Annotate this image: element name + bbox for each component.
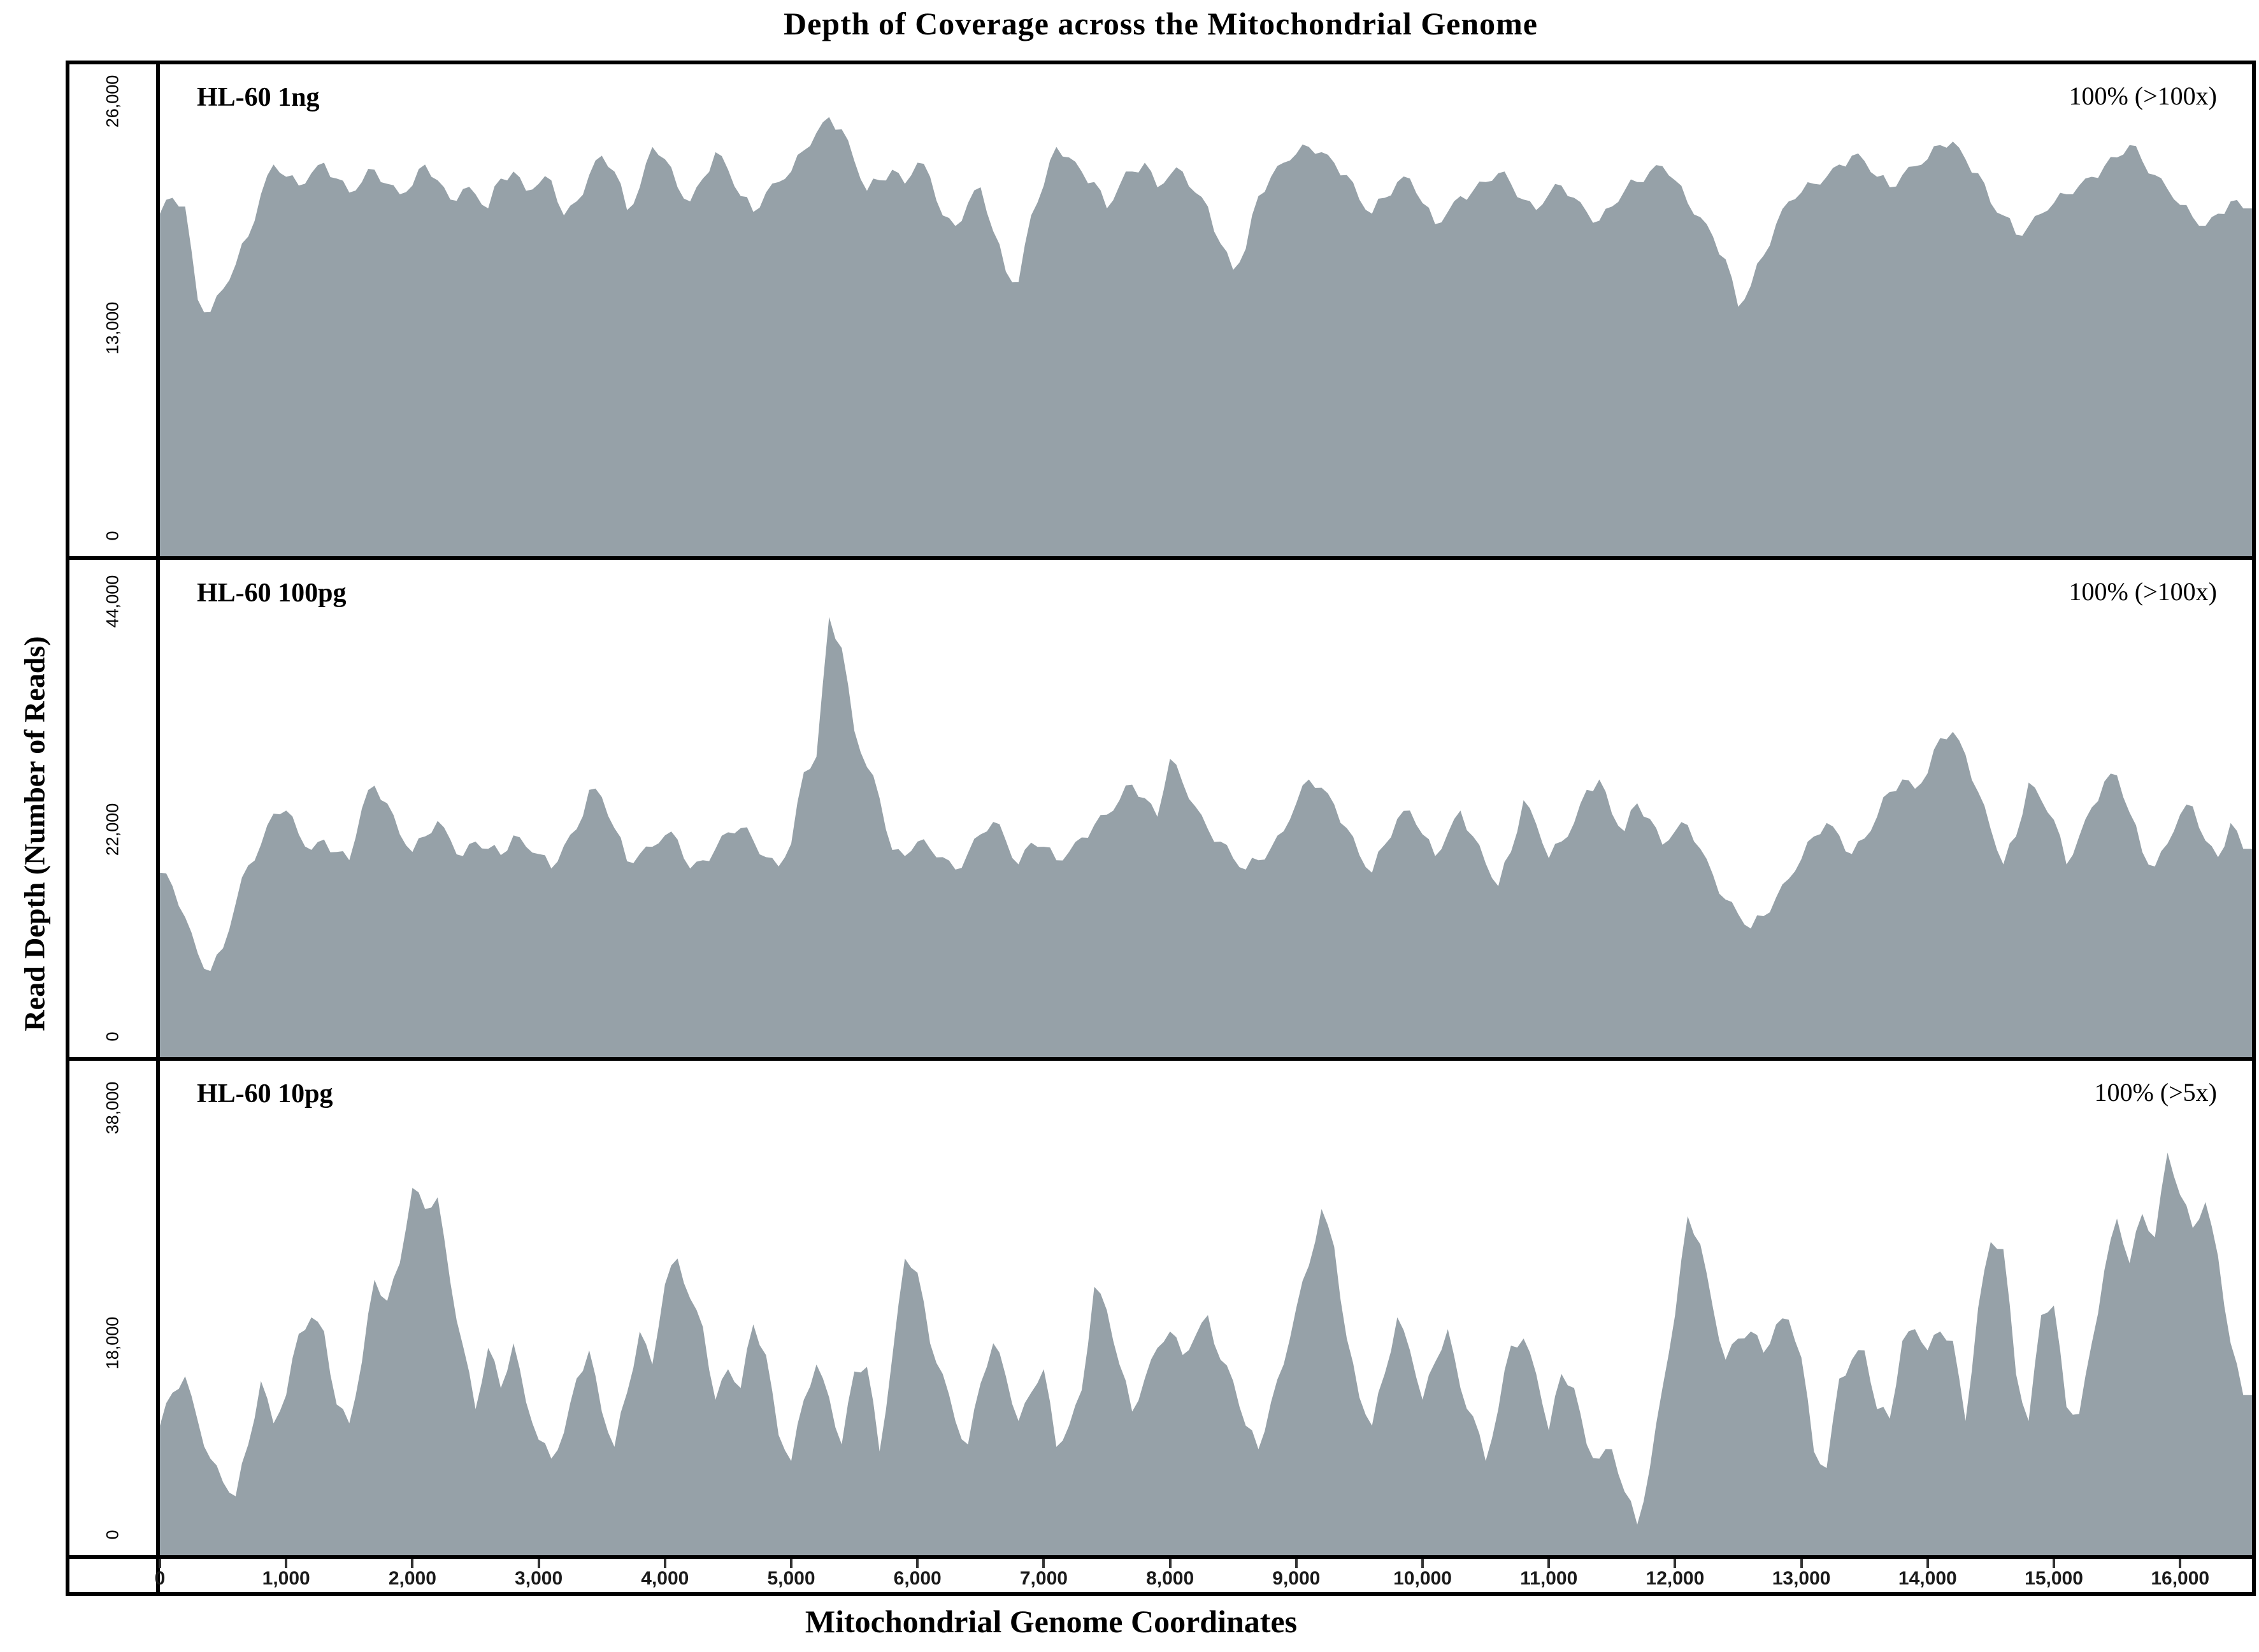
panel-coverage-annotation: 100% (>5x)	[2094, 1078, 2217, 1107]
y-tick-label: 44,000	[103, 575, 122, 628]
y-tick-label: 0	[103, 1530, 122, 1540]
panel-sample-label: HL-60 100pg	[197, 578, 347, 608]
y-tick-label: 0	[103, 1031, 122, 1042]
x-tick-mark	[1042, 1559, 1045, 1568]
x-tick-mark	[2179, 1559, 2182, 1568]
x-tick-mark	[411, 1559, 414, 1568]
x-tick-mark	[663, 1559, 666, 1568]
x-tick-label: 0	[154, 1568, 166, 1589]
coverage-panel: 26,000 13,000 0 HL-60 1ng 100% (>100x)	[69, 64, 2252, 560]
x-tick-mark	[1294, 1559, 1298, 1568]
x-tick-label: 7,000	[1019, 1568, 1068, 1589]
x-axis-title: Mitochondrial Genome Coordinates	[805, 1604, 1298, 1639]
x-tick-label: 16,000	[2151, 1568, 2210, 1589]
coverage-area-svg	[160, 617, 2252, 1057]
coverage-area-svg	[160, 1153, 2252, 1555]
x-tick-mark	[537, 1559, 540, 1568]
x-tick-mark	[916, 1559, 919, 1568]
y-tick-label: 13,000	[103, 301, 122, 354]
x-tick-label: 14,000	[1898, 1568, 1957, 1589]
x-tick-label: 2,000	[388, 1568, 436, 1589]
x-axis-corner	[69, 1559, 160, 1592]
coverage-plot-area: HL-60 1ng 100% (>100x)	[160, 64, 2252, 556]
panel-sample-label: HL-60 10pg	[197, 1079, 333, 1109]
y-axis-title: Read Depth (Number of Reads)	[18, 636, 51, 1031]
coverage-plot-area: HL-60 10pg 100% (>5x)	[160, 1061, 2252, 1555]
x-tick-label: 8,000	[1146, 1568, 1194, 1589]
x-tick-label: 3,000	[515, 1568, 563, 1589]
x-tick-label: 6,000	[893, 1568, 942, 1589]
x-tick-label: 10,000	[1393, 1568, 1452, 1589]
x-tick-mark	[2053, 1559, 2056, 1568]
x-tick-mark	[1800, 1559, 1803, 1568]
y-axis-strip: 26,000 13,000 0	[69, 64, 160, 556]
x-tick-label: 12,000	[1646, 1568, 1705, 1589]
y-axis-strip: 38,000 18,000 0	[69, 1061, 160, 1555]
x-tick-mark	[285, 1559, 288, 1568]
x-tick-label: 5,000	[767, 1568, 815, 1589]
coverage-panel: 38,000 18,000 0 HL-60 10pg 100% (>5x)	[69, 1061, 2252, 1559]
x-tick-mark	[1674, 1559, 1677, 1568]
x-tick-label: 13,000	[1772, 1568, 1831, 1589]
x-tick-mark	[1547, 1559, 1551, 1568]
x-tick-label: 11,000	[1520, 1568, 1578, 1589]
coverage-panel: 44,000 22,000 0 HL-60 100pg 100% (>100x)	[69, 560, 2252, 1061]
y-tick-label: 0	[103, 531, 122, 541]
panel-coverage-annotation: 100% (>100x)	[2069, 82, 2217, 110]
y-tick-label: 22,000	[103, 803, 122, 856]
x-axis: 0 1,000 2,000 3,000 4,000 5,000 6,000 7,000 8,00…	[155, 1559, 2252, 1592]
panel-coverage-annotation: 100% (>100x)	[2069, 577, 2217, 606]
x-tick-mark	[1421, 1559, 1424, 1568]
panel-sample-label: HL-60 1ng	[197, 83, 320, 112]
x-tick-label: 4,000	[641, 1568, 689, 1589]
coverage-plot-area: HL-60 100pg 100% (>100x)	[160, 560, 2252, 1057]
x-tick-mark	[790, 1559, 792, 1568]
chart-title: Depth of Coverage across the Mitochondri…	[783, 6, 1538, 41]
x-tick-label: 9,000	[1272, 1568, 1321, 1589]
y-axis-strip: 44,000 22,000 0	[69, 560, 160, 1057]
x-tick-mark	[1168, 1559, 1172, 1568]
x-tick-mark	[159, 1559, 161, 1568]
x-tick-mark	[1926, 1559, 1929, 1568]
coverage-area-svg	[160, 117, 2252, 556]
y-tick-label: 38,000	[103, 1081, 122, 1135]
y-tick-label: 18,000	[103, 1317, 122, 1370]
x-tick-label: 1,000	[262, 1568, 310, 1589]
x-tick-label: 15,000	[2025, 1568, 2083, 1589]
coverage-figure: 26,000 13,000 0 HL-60 1ng 100% (>100x) 44,…	[66, 61, 2256, 1596]
x-axis-row: 0 1,000 2,000 3,000 4,000 5,000 6,000 7,000 8,00…	[69, 1559, 2252, 1592]
y-tick-label: 26,000	[103, 75, 122, 128]
